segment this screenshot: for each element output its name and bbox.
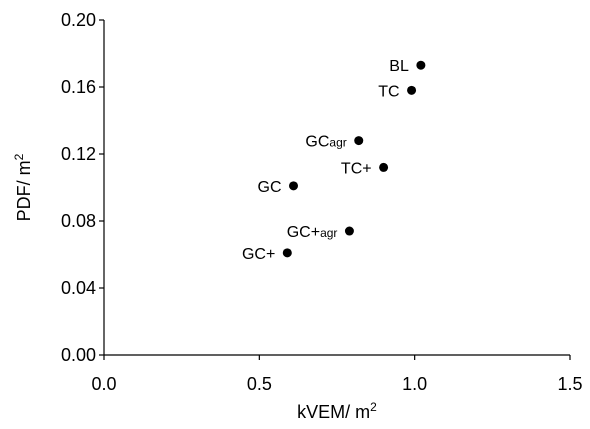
data-point-label-text: GC+	[242, 246, 275, 263]
data-point	[416, 60, 426, 70]
y-axis-title-sup: 2	[12, 153, 26, 160]
y-tick-label: 0.20	[61, 10, 96, 30]
y-tick-label: 0.08	[61, 211, 96, 231]
y-tick-label: 0.04	[61, 278, 96, 298]
y-axis-title: PDF/ m2	[12, 153, 34, 221]
x-axis-title-text: kVEM/ m	[297, 402, 370, 422]
data-point-label-sub: agr	[320, 226, 337, 240]
data-point-label-sub: agr	[329, 136, 346, 150]
x-tick-label: 1.0	[402, 374, 427, 394]
data-point	[289, 181, 299, 191]
data-point	[407, 85, 417, 95]
data-point-label: GC	[258, 179, 282, 196]
y-tick-label: 0.16	[61, 77, 96, 97]
data-point-label: GCagr	[305, 134, 346, 151]
axes	[103, 20, 570, 356]
x-axis-title-sup: 2	[370, 400, 377, 414]
y-tick-label: 0.00	[61, 345, 96, 365]
y-axis-title-text: PDF/ m	[14, 160, 34, 221]
data-point-label-text: GC	[305, 134, 329, 151]
x-tick-label: 1.5	[557, 374, 582, 394]
x-tick-label: 0.0	[91, 374, 116, 394]
data-point-label: BL	[389, 58, 409, 75]
data-point-label-text: TC	[378, 83, 399, 100]
data-point	[354, 136, 364, 146]
data-point	[282, 248, 292, 258]
data-point	[344, 226, 354, 236]
data-point-label: TC	[378, 83, 399, 100]
x-ticks: 0.0 0.5 1.0 1.5	[91, 355, 583, 394]
x-tick-label: 0.5	[247, 374, 272, 394]
data-point-label-text: GC	[258, 179, 282, 196]
data-point-label-text: BL	[389, 58, 409, 75]
data-point-label: GC+	[242, 246, 275, 263]
data-point-label: TC+	[341, 160, 372, 177]
x-axis-title: kVEM/ m2	[297, 400, 377, 422]
data-point-label-text: TC+	[341, 160, 372, 177]
y-tick-label: 0.12	[61, 144, 96, 164]
y-ticks: 0.00 0.04 0.08 0.12 0.16 0.20	[61, 10, 104, 365]
data-point-label-text: GC+	[287, 224, 320, 241]
data-point-label: GC+agr	[287, 224, 338, 241]
data-point	[379, 162, 389, 172]
